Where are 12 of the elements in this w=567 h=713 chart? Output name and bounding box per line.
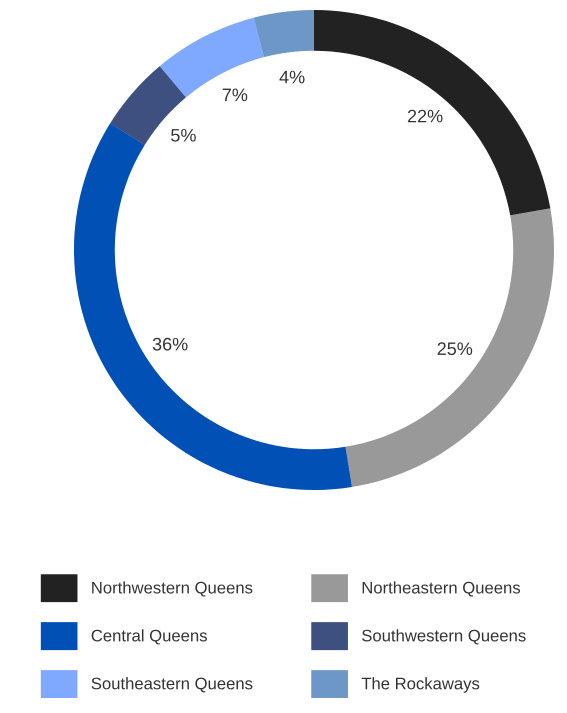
- legend-label: Northeastern Queens: [362, 581, 520, 597]
- data-label: 5%: [171, 128, 196, 142]
- data-label: 22%: [408, 110, 442, 122]
- legend-label: The Rockaways: [362, 677, 480, 693]
- legend-label: Southeastern Queens: [92, 677, 252, 692]
- data-label: 36%: [152, 338, 188, 351]
- data-label: 4%: [279, 70, 305, 84]
- legend-label: Southwestern Queens: [362, 629, 526, 644]
- data-label: 25%: [438, 342, 472, 356]
- legend-label: Central Queens: [92, 629, 207, 644]
- data-label: 7%: [222, 88, 248, 102]
- legend-label: Northwestern Queens: [92, 581, 252, 597]
